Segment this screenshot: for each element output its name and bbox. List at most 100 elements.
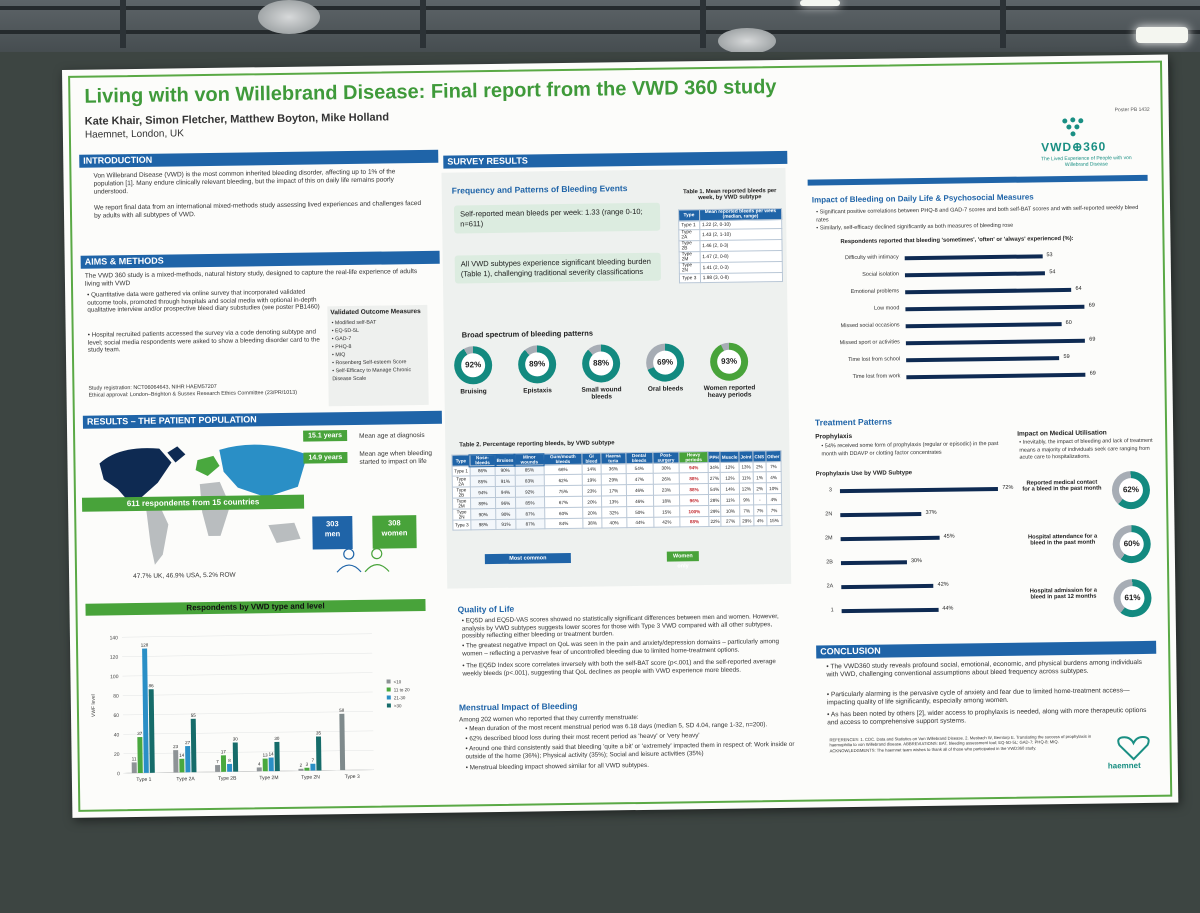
women-count: 308 xyxy=(388,518,401,528)
bleeding-pattern-donut: 89% xyxy=(517,345,557,384)
impact-bar-label: Emotional problems xyxy=(850,288,900,296)
table2-cell: 91% xyxy=(495,475,516,487)
intro-paragraph-1: Von Willebrand Disease (VWD) is the most… xyxy=(93,168,396,196)
vwd-bar xyxy=(227,763,233,772)
validated-measures-list: • Modified self-BAT • EQ-5D-5L • GAD-7 • PH… xyxy=(328,318,429,383)
truss xyxy=(700,0,706,48)
bleeding-pattern-donut: 88% xyxy=(581,344,621,383)
impact-bar xyxy=(904,271,1046,278)
table2-cell: 30% xyxy=(652,462,680,474)
haemnet-logo-text: haemnet xyxy=(1107,761,1141,771)
vwd-bar-value: 7 xyxy=(312,758,315,763)
y-axis-label: VWF level xyxy=(91,694,97,717)
table2-cell: 12% xyxy=(739,482,754,495)
ceiling-light xyxy=(1136,27,1188,43)
table2-cell: 42% xyxy=(653,516,681,528)
x-tick-label: Type 2N xyxy=(301,774,320,780)
prophylaxis-bar xyxy=(841,583,934,590)
table2-cell: 7% xyxy=(766,504,782,516)
table2-cell: 40% xyxy=(601,517,627,529)
bleeding-pattern-label: Women reported heavy periods xyxy=(703,384,756,400)
table2-cell: 90% xyxy=(470,508,496,520)
table2-cell: 94% xyxy=(470,486,496,498)
x-tick-label: Type 2M xyxy=(259,775,278,781)
table2-cell: 7% xyxy=(739,504,754,517)
table2-cell: 12% xyxy=(720,462,740,473)
bleeding-pattern-donut-value: 88% xyxy=(588,351,614,376)
table1-cell: 1.98 (3, 0-8) xyxy=(700,272,783,283)
impact-bar-value: 60 xyxy=(1065,319,1072,327)
men-label: men xyxy=(324,529,341,539)
vwd360-logo-text: VWD⊕360 xyxy=(1041,139,1107,155)
vwd-bar-value: 13 xyxy=(263,753,269,758)
table2-header: Nose-bleeds xyxy=(468,453,497,467)
impact-bar-label: Low mood xyxy=(873,305,900,312)
table2-percent-bleeds: Type Nose-bleeds Bruises Minor wounds Gum/mo… xyxy=(451,449,783,531)
impact-bar-label: Time lost from school xyxy=(848,356,901,364)
impact-bar xyxy=(906,372,1086,380)
vwd-bar-value: 7 xyxy=(216,759,219,764)
people-icon xyxy=(336,548,390,573)
qol-heading: Quality of Life xyxy=(457,603,515,615)
women-only-label: Women only xyxy=(666,551,699,569)
treatment-heading: Treatment Patterns xyxy=(814,416,893,428)
mean-bleeds-box: Self-reported mean bleeds per week: 1.33… xyxy=(453,202,661,234)
utilisation-bullet: • Inevitably, the impact of bleeding and… xyxy=(1019,437,1153,461)
bleeding-pattern-donut: 93% xyxy=(709,342,749,381)
ceiling-light xyxy=(800,0,840,6)
prophylaxis-bar xyxy=(840,560,907,566)
table2-cell: 15% xyxy=(766,515,782,526)
legend-label: <10 xyxy=(394,679,402,684)
impact-bar-label: Missed sport or activities xyxy=(839,339,900,347)
vwd-bar-value: 58 xyxy=(339,708,345,713)
table2-cell: 9% xyxy=(739,493,754,506)
age-impact-value: 14.9 years xyxy=(303,452,348,464)
measure-item: • Self-Efficacy to Manage Chronic Diseas… xyxy=(332,367,412,383)
table2-cell: 4% xyxy=(753,515,767,526)
table2-header: Post-surgery xyxy=(652,451,680,464)
prophylaxis-bar xyxy=(840,535,940,542)
table2-cell: Type 2A xyxy=(452,475,471,488)
table2-cell: 60% xyxy=(544,507,583,519)
table2-header: Dental bleeds xyxy=(625,452,653,464)
table2-cell: 14% xyxy=(582,464,601,475)
gridline xyxy=(122,691,373,696)
table2-header: Type xyxy=(451,454,470,467)
utilisation-label: Hospital attendance for a bleed in the p… xyxy=(1027,533,1098,547)
legend-swatch xyxy=(386,679,391,684)
utilisation-label: Reported medical contact for a bleed in … xyxy=(1022,479,1102,493)
table2-cell: 13% xyxy=(601,495,627,508)
table2-cell: 36% xyxy=(600,463,626,475)
table2-header: Heavy periods xyxy=(679,451,708,463)
prophylaxis-bar-value: 44% xyxy=(942,605,954,612)
table2-header: Haema turia xyxy=(600,452,626,465)
validated-measures-box: Validated Outcome Measures • Modified se… xyxy=(327,304,429,407)
vwd-bar xyxy=(131,762,137,774)
table1-mean-bleeds: Type Mean reported bleeds per week (media… xyxy=(678,207,784,284)
y-tick-label: 20 xyxy=(114,752,120,758)
table2-cell: 50% xyxy=(626,506,654,518)
vwd-bar xyxy=(262,758,268,772)
table2-cell: 54% xyxy=(625,463,653,474)
vwd-bar xyxy=(173,750,179,773)
table2-cell: 98% xyxy=(470,519,497,530)
impact-bar-label: Social isolation xyxy=(862,271,899,278)
table2-cell: 100% xyxy=(680,505,709,517)
prophylaxis-bar-label: 2A xyxy=(826,583,834,590)
gridline xyxy=(123,730,374,735)
y-tick-label: 120 xyxy=(110,655,119,661)
utilisation-label: Hospital admission for a bleed in past 1… xyxy=(1029,587,1098,601)
women-label: women xyxy=(381,528,408,538)
poster-id: Poster PB 1432 xyxy=(1114,106,1150,114)
table2-cell: 87% xyxy=(515,507,545,520)
table2-header: Muscle xyxy=(720,451,740,463)
table2-cell: 4% xyxy=(766,493,782,505)
gridline xyxy=(123,750,374,755)
ceiling-beam xyxy=(0,6,1200,10)
table2-cell: 7% xyxy=(765,461,782,472)
table1-cell: Type 3 xyxy=(679,273,701,283)
utilisation-donuts: Reported medical contact for a bleed in … xyxy=(1012,470,1164,633)
men-count-box: 303 men xyxy=(312,515,353,550)
table2-cell: 14% xyxy=(720,483,740,495)
age-impact-label: Mean age when bleeding started to impact… xyxy=(359,449,433,466)
